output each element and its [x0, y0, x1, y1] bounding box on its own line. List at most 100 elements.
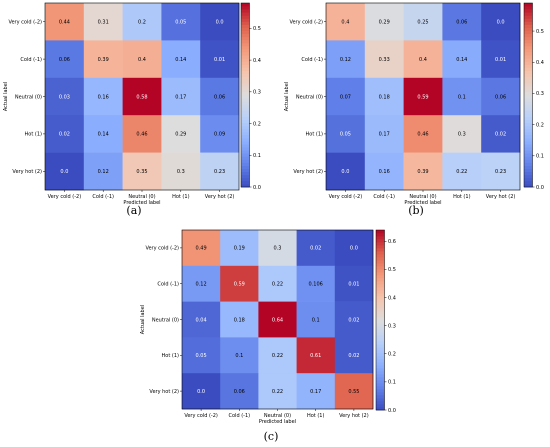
y-tick-label: Neutral (0) [15, 94, 42, 100]
colorbar-segment [241, 39, 250, 44]
heatmap-cell [200, 40, 240, 79]
y-tick-label: Cold (-1) [20, 57, 42, 63]
heatmap-cell [296, 265, 336, 302]
heatmap-cell [122, 40, 162, 79]
colorbar-tick-label: 0.4 [536, 60, 544, 66]
colorbar-segment [241, 183, 250, 188]
heatmap-cell [258, 373, 297, 410]
x-tick-label: Very cold (-2) [184, 413, 218, 419]
cell-value-label: 0.1 [312, 317, 320, 323]
heatmap-cell [161, 3, 201, 41]
cell-value-label: 0.49 [196, 246, 207, 252]
colorbar-segment [524, 119, 533, 123]
heatmap-cell [122, 3, 162, 41]
colorbar-segment [376, 239, 385, 243]
cell-value-label: 0.25 [417, 20, 428, 26]
colorbar-segment [376, 341, 385, 345]
heatmap-cell [334, 301, 374, 338]
colorbar-segment [241, 88, 250, 93]
heatmap-cell [403, 3, 443, 41]
heatmap-cell [220, 337, 259, 374]
panel-label: (c) [264, 430, 279, 443]
colorbar-segment [376, 254, 385, 258]
colorbar-segment [241, 141, 250, 145]
colorbar-tick-label: 0.0 [388, 408, 396, 414]
heatmap-cell [182, 265, 221, 302]
colorbar-segment [376, 362, 385, 366]
heatmap-cell [220, 373, 259, 410]
colorbar-segment [524, 42, 533, 47]
colorbar-segment [241, 171, 250, 176]
colorbar-segment [524, 153, 533, 157]
colorbar-segment [241, 113, 250, 117]
cell-value-label: 0.06 [495, 94, 506, 100]
heatmap-cell [326, 152, 366, 191]
colorbar-segment [524, 168, 533, 173]
colorbar-segment [524, 141, 533, 145]
colorbar-tick-label: 0.0 [536, 185, 544, 191]
colorbar-segment [241, 67, 250, 71]
heatmap-cell [442, 115, 482, 153]
colorbar-frame [523, 2, 533, 188]
colorbar-tick-label: 0.3 [388, 323, 396, 329]
heatmap-cell [45, 115, 85, 153]
cell-value-label: 0.09 [214, 132, 225, 138]
cell-value-label: 0.33 [379, 57, 390, 63]
colorbar-segment [376, 278, 385, 282]
heatmap-cell [334, 265, 374, 302]
colorbar-segment [241, 76, 250, 81]
cell-value-label: 0.0 [350, 246, 358, 252]
x-tick-label: Cold (-1) [92, 194, 114, 200]
colorbar-segment [376, 284, 385, 288]
colorbar-segment [524, 128, 533, 133]
colorbar-segment [524, 55, 533, 59]
colorbar-segment [524, 24, 533, 28]
heatmap-cell [403, 115, 443, 153]
colorbar-segment [241, 73, 250, 77]
colorbar-frame [375, 229, 385, 411]
x-tick-label: Hot (1) [172, 194, 190, 200]
heatmap-cell [200, 77, 240, 116]
colorbar-segment [376, 263, 385, 267]
cell-value-label: 0.4 [138, 57, 146, 63]
colorbar-segment [524, 91, 533, 96]
colorbar-segment [241, 168, 250, 173]
heatmap-cell [334, 373, 374, 410]
colorbar-segment [524, 39, 533, 44]
colorbar-tick-label: 0.1 [388, 380, 396, 386]
colorbar-segment [376, 314, 385, 318]
colorbar-segment [524, 12, 533, 16]
colorbar-tick-label: 0.5 [388, 267, 396, 273]
heatmap-cell [45, 77, 85, 116]
colorbar-segment [376, 395, 385, 399]
heatmap-cell [122, 77, 162, 116]
y-tick-label: Very hot (2) [149, 389, 179, 395]
colorbar-tick-label: 0.5 [253, 26, 261, 32]
colorbar-segment [376, 266, 385, 270]
y-axis-title: Actual label [3, 82, 9, 111]
heatmap-cell [364, 77, 404, 116]
colorbar-tick-label: 0.4 [388, 295, 396, 301]
colorbar-segment [524, 61, 533, 65]
cell-value-label: 0.02 [59, 132, 70, 138]
heatmap-cell [364, 3, 404, 41]
colorbar-segment [376, 281, 385, 285]
cell-value-label: 0.0 [497, 20, 505, 26]
colorbar-segment [241, 147, 250, 151]
colorbar-segment [524, 104, 533, 108]
colorbar-segment [524, 85, 533, 90]
heatmap-cell [83, 40, 123, 79]
heatmap-cell [481, 115, 521, 153]
colorbar-segment [376, 386, 385, 390]
cell-value-label: 0.05 [175, 20, 186, 26]
colorbar-frame [240, 2, 250, 188]
colorbar-segment [241, 30, 250, 35]
colorbar-segment [241, 12, 250, 16]
colorbar-segment [241, 64, 250, 68]
y-tick-label: Very hot (2) [12, 169, 42, 175]
colorbar-segment [241, 42, 250, 47]
cell-value-label: 0.02 [348, 353, 359, 359]
colorbar-segment [376, 236, 385, 240]
colorbar-segment [241, 116, 250, 120]
colorbar-segment [524, 76, 533, 81]
